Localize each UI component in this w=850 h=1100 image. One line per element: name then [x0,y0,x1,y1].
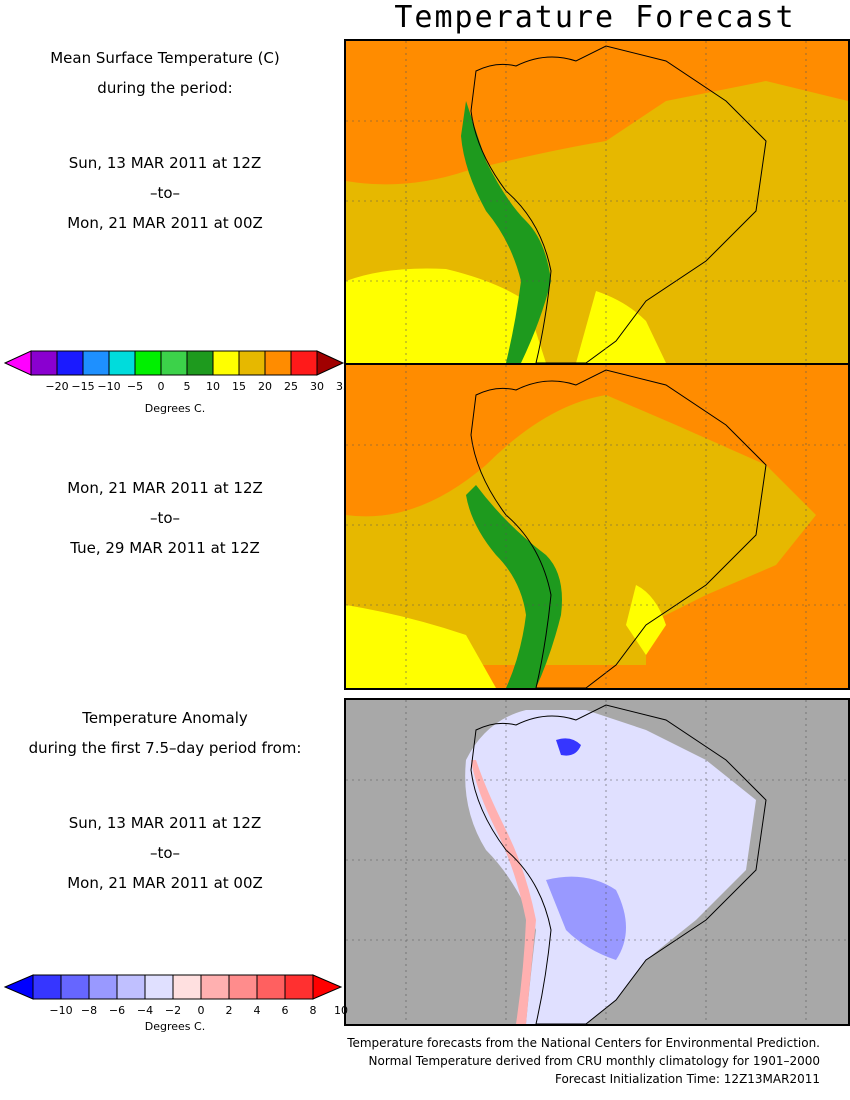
panel1-end: Mon, 21 MAR 2011 at 00Z [67,214,263,232]
panel3-heading: Temperature Anomaly during the first 7.5… [0,703,330,763]
colorbar-tick-label: 5 [183,380,191,393]
anomaly-colorbar-unit: Degrees C. [144,1020,206,1033]
colorbar-tick-label: −10 [49,1004,73,1017]
colorbar-tick-label: 25 [284,380,298,393]
colorbar-swatch [264,350,292,376]
temperature-map-week1 [344,39,850,365]
panel1-heading: Mean Surface Temperature (C) during the … [0,43,330,103]
colorbar-swatch [134,350,162,376]
temperature-colorbar-unit: Degrees C. [144,402,206,415]
colorbar-tick-label: −10 [97,380,121,393]
colorbar-swatch [30,350,58,376]
panel2-start: Mon, 21 MAR 2011 at 12Z [67,479,263,497]
anomaly-colorbar: −10 −8 −6 −4 −2 0 2 4 6 8 10 Degrees C. [0,972,348,1037]
colorbar-swatch [186,350,214,376]
colorbar-swatch [160,350,188,376]
panel1-start: Sun, 13 MAR 2011 at 12Z [68,154,262,172]
colorbar-swatch [200,974,230,1000]
colorbar-tick-label: 0 [157,380,165,393]
colorbar-tick-label: −8 [80,1004,98,1017]
colorbar-tick-label: −2 [164,1004,182,1017]
panel1-period: Sun, 13 MAR 2011 at 12Z –to– Mon, 21 MAR… [0,148,330,238]
colorbar-tick-label: −5 [126,380,144,393]
footer-credits: Temperature forecasts from the National … [347,1034,820,1088]
panel1-heading-line-1: Mean Surface Temperature (C) [50,49,280,67]
temperature-colorbar: −20 −15 −10 −5 0 5 10 15 20 25 30 35 Degrees C. [0,346,350,416]
colorbar-tick-label: 20 [258,380,272,393]
panel3-start: Sun, 13 MAR 2011 at 12Z [68,814,262,832]
colorbar-tick-label: 8 [309,1004,317,1017]
temperature-map-week2 [344,363,850,690]
colorbar-swatch [228,974,258,1000]
colorbar-low-arrow [3,350,32,376]
panel2-end: Tue, 29 MAR 2011 at 12Z [70,539,260,557]
anomaly-colorbar-swatches [3,974,343,1000]
colorbar-tick-label: 0 [197,1004,205,1017]
colorbar-swatch [212,350,240,376]
colorbar-tick-label: 4 [253,1004,261,1017]
anomaly-colorbar-low-arrow [3,974,34,1000]
colorbar-swatch [32,974,62,1000]
colorbar-high-arrow [316,350,345,376]
panel3-heading-line-2: during the first 7.5–day period from: [28,739,302,757]
footer-line-3: Forecast Initialization Time: 12Z13MAR20… [554,1072,820,1086]
temperature-colorbar-swatches [3,350,345,376]
colorbar-tick-label: −4 [136,1004,154,1017]
colorbar-swatch [88,974,118,1000]
anomaly-colorbar-high-arrow [312,974,343,1000]
colorbar-tick-label: −15 [71,380,95,393]
colorbar-swatch [284,974,314,1000]
panel2-sep: –to– [149,509,181,527]
colorbar-swatch [172,974,202,1000]
panel3-end: Mon, 21 MAR 2011 at 00Z [67,874,263,892]
anomaly-map [344,698,850,1026]
colorbar-swatch [144,974,174,1000]
page-title: Temperature Forecast [394,0,796,35]
colorbar-swatch [116,974,146,1000]
footer-line-1: Temperature forecasts from the National … [347,1036,820,1050]
colorbar-swatch [56,350,84,376]
panel2-period: Mon, 21 MAR 2011 at 12Z –to– Tue, 29 MAR… [0,473,330,563]
colorbar-swatch [82,350,110,376]
colorbar-tick-label: 15 [232,380,246,393]
panel3-heading-line-1: Temperature Anomaly [82,709,248,727]
colorbar-swatch [238,350,266,376]
panel3-sep: –to– [149,844,181,862]
colorbar-tick-label: 10 [334,1004,348,1017]
colorbar-swatch [256,974,286,1000]
colorbar-tick-label: 10 [206,380,220,393]
colorbar-swatch [108,350,136,376]
colorbar-tick-label: −20 [45,380,69,393]
colorbar-tick-label: 30 [310,380,324,393]
panel3-period: Sun, 13 MAR 2011 at 12Z –to– Mon, 21 MAR… [0,808,330,898]
colorbar-swatch [60,974,90,1000]
panel1-heading-line-2: during the period: [97,79,233,97]
footer-line-2: Normal Temperature derived from CRU mont… [368,1054,820,1068]
colorbar-swatch [290,350,318,376]
colorbar-tick-label: 6 [281,1004,289,1017]
panel1-sep: –to– [149,184,181,202]
colorbar-tick-label: 2 [225,1004,233,1017]
colorbar-tick-label: −6 [108,1004,126,1017]
